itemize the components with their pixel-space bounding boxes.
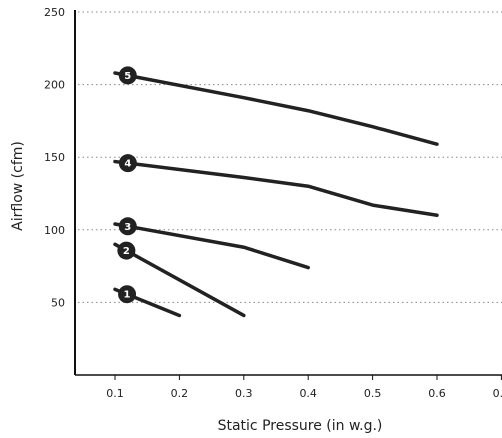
series-badge-label-4: 4	[124, 159, 131, 170]
series-badge-3	[118, 217, 137, 236]
series-line-5	[113, 71, 439, 146]
x-tick-label: 0.3	[235, 387, 253, 400]
series-badge-label-3: 3	[124, 222, 131, 233]
series-badge-label-5: 5	[124, 71, 131, 82]
y-tick-label: 200	[44, 79, 65, 92]
gridlines	[78, 11, 502, 303]
series-badge-label-2: 2	[123, 246, 130, 257]
series-lines	[113, 71, 439, 318]
series-line-4	[113, 159, 439, 218]
y-tick-labels: 50 100 150 200 250	[44, 6, 65, 309]
y-tick-label: 250	[44, 6, 65, 19]
x-tick-label: 0.6	[428, 387, 446, 400]
series-badge-2	[117, 241, 136, 260]
series-badge-5	[118, 66, 137, 85]
x-tick-label: 0.1	[106, 387, 124, 400]
x-axis-title: Static Pressure (in w.g.)	[218, 418, 383, 434]
y-tick-label: 150	[44, 151, 65, 164]
axes	[74, 10, 502, 376]
series-badge-1	[118, 285, 137, 304]
series-badges: 1 2 3 4 5	[117, 66, 137, 304]
y-axis-title: Airflow (cfm)	[10, 141, 26, 231]
x-tick-label: 0.2	[171, 387, 189, 400]
y-tick-label: 100	[44, 224, 65, 237]
x-tick-labels: 0.1 0.2 0.3 0.4 0.5 0.6 0.7	[106, 375, 502, 400]
series-badge-4	[118, 154, 137, 173]
x-tick-label: 0.4	[299, 387, 317, 400]
series-badge-label-1: 1	[124, 290, 131, 301]
series-line-2	[113, 242, 246, 318]
series-line-3	[113, 222, 310, 270]
x-tick-label: 0.7	[493, 387, 502, 400]
x-tick-label: 0.5	[364, 387, 382, 400]
y-tick-label: 50	[51, 296, 65, 309]
